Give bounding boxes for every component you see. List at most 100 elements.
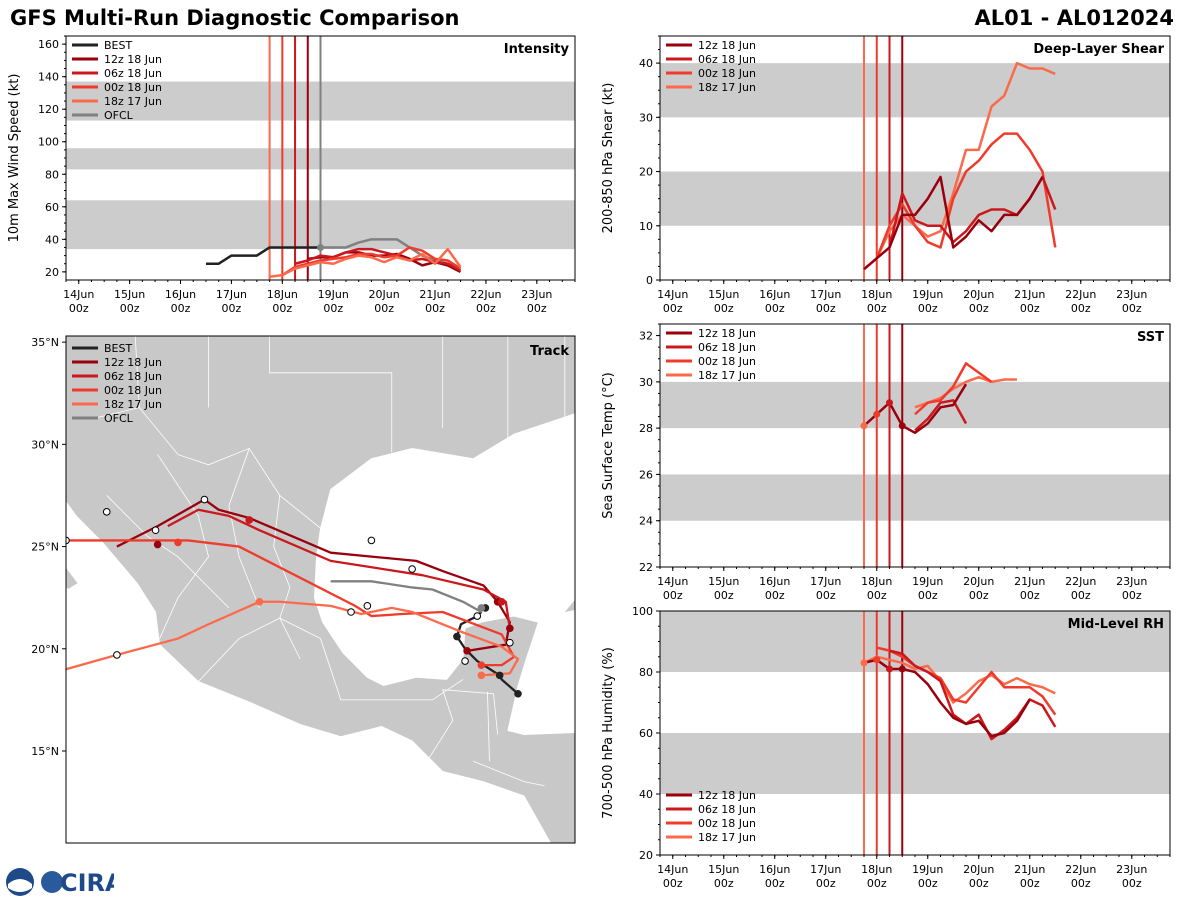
sst-ytick-label: 22 bbox=[639, 561, 653, 574]
track-r18z bbox=[66, 600, 520, 677]
track-lat-label: 35°N bbox=[31, 336, 59, 349]
intensity-ytick-label: 160 bbox=[38, 38, 59, 51]
shear-xtick-date: 15Jun bbox=[708, 288, 739, 301]
track-point-best bbox=[473, 612, 482, 620]
sst-series-r06z bbox=[914, 399, 968, 432]
track-legend-label: 06z 18 Jun bbox=[104, 370, 162, 383]
cuba-tip bbox=[564, 599, 575, 612]
sst-xtick-hour: 00z bbox=[714, 589, 734, 602]
rh-init-marker bbox=[873, 656, 881, 664]
rh-series-r18z bbox=[863, 655, 1056, 704]
rh-xtick-date: 20Jun bbox=[963, 863, 994, 876]
intensity-xtick-date: 20Jun bbox=[369, 288, 400, 301]
rh-xtick-date: 15Jun bbox=[708, 863, 739, 876]
state-border bbox=[228, 448, 260, 609]
shear-legend-label: 00z 18 Jun bbox=[698, 67, 756, 80]
intensity-legend-label: 06z 18 Jun bbox=[104, 67, 162, 80]
sst-series-r12z bbox=[863, 383, 968, 435]
shear-ytick-label: 30 bbox=[639, 111, 653, 124]
track-point-r00z bbox=[363, 602, 372, 610]
rh-xtick-date: 19Jun bbox=[912, 863, 943, 876]
sst-init-marker bbox=[886, 399, 893, 407]
rh-xtick-date: 23Jun bbox=[1116, 863, 1147, 876]
track-map bbox=[66, 336, 575, 843]
shear-xtick-hour: 00z bbox=[969, 302, 989, 315]
shear-ylabel: 200-850 hPa Shear (kt) bbox=[601, 83, 616, 234]
sst-legend-label: 12z 18 Jun bbox=[698, 327, 756, 340]
sst-xtick-hour: 00z bbox=[918, 589, 938, 602]
intensity-xtick-date: 16Jun bbox=[165, 288, 196, 301]
intensity-ofcl-marker bbox=[317, 243, 324, 251]
shear-xtick-hour: 00z bbox=[1071, 302, 1091, 315]
storm-id: AL01 - AL012024 bbox=[974, 6, 1175, 30]
rh-legend-label: 00z 18 Jun bbox=[698, 817, 756, 830]
intensity-legend-label: BEST bbox=[104, 39, 132, 52]
track-legend-label: BEST bbox=[104, 342, 132, 355]
track-point-r12z bbox=[153, 540, 162, 549]
track-point-r00z bbox=[151, 526, 160, 535]
track-point-ofcl bbox=[477, 604, 486, 612]
track-lat-label: 20°N bbox=[31, 643, 59, 656]
rh-legend-label: 12z 18 Jun bbox=[698, 789, 756, 802]
track-point-r18z bbox=[113, 651, 121, 659]
rh-xtick-hour: 00z bbox=[918, 877, 938, 890]
track-legend-label: 12z 18 Jun bbox=[104, 356, 162, 369]
sst-legend-label: 00z 18 Jun bbox=[698, 355, 756, 368]
shear-xtick-date: 19Jun bbox=[912, 288, 943, 301]
sst-init-marker bbox=[860, 422, 868, 430]
track-point-r18z bbox=[255, 597, 264, 606]
rh-ytick-label: 20 bbox=[639, 849, 653, 862]
sst-xtick-hour: 00z bbox=[663, 589, 683, 602]
sst-title: SST bbox=[1137, 330, 1164, 345]
track-legend-label: 18z 17 Jun bbox=[104, 398, 162, 411]
intensity-xtick-date: 14Jun bbox=[63, 288, 94, 301]
shear-band bbox=[660, 171, 1170, 226]
shear-xtick-date: 16Jun bbox=[759, 288, 790, 301]
state-border bbox=[473, 760, 545, 787]
intensity-xtick-hour: 00z bbox=[527, 302, 547, 315]
intensity-legend-label: 18z 17 Jun bbox=[104, 95, 162, 108]
intensity-ytick-label: 140 bbox=[38, 71, 59, 84]
shear-xtick-date: 20Jun bbox=[963, 288, 994, 301]
sst-band bbox=[660, 381, 1170, 429]
rh-xtick-date: 16Jun bbox=[759, 863, 790, 876]
shear-legend-label: 12z 18 Jun bbox=[698, 39, 756, 52]
sst-init-marker bbox=[898, 422, 906, 430]
intensity-xtick-hour: 00z bbox=[476, 302, 496, 315]
sst-ytick-label: 24 bbox=[639, 515, 653, 528]
shear-band bbox=[660, 63, 1170, 118]
rh-init-marker bbox=[898, 665, 906, 673]
cira-logo: CIRA bbox=[4, 866, 124, 902]
track-legend-label: OFCL bbox=[104, 412, 134, 425]
intensity-legend-label: OFCL bbox=[104, 109, 134, 122]
rh-series-r00z bbox=[876, 646, 1057, 716]
sst-xtick-date: 14Jun bbox=[657, 575, 688, 588]
track-r06z bbox=[167, 508, 511, 629]
rh-init-marker bbox=[886, 665, 893, 673]
shear-ytick-label: 40 bbox=[639, 57, 653, 70]
rh-xtick-hour: 00z bbox=[1122, 877, 1142, 890]
track-point-r06z bbox=[497, 597, 506, 606]
sst-ytick-label: 28 bbox=[639, 422, 653, 435]
land-mass bbox=[66, 336, 575, 843]
intensity-xtick-hour: 00z bbox=[69, 302, 89, 315]
sst-xtick-date: 18Jun bbox=[861, 575, 892, 588]
shear-xtick-hour: 00z bbox=[1020, 302, 1040, 315]
intensity-xtick-date: 21Jun bbox=[419, 288, 450, 301]
baja-tip bbox=[66, 566, 79, 591]
rh-legend-label: 18z 17 Jun bbox=[698, 831, 756, 844]
track-point-r12z bbox=[463, 647, 471, 655]
shear-ytick-label: 20 bbox=[639, 166, 653, 179]
intensity-xtick-hour: 00z bbox=[323, 302, 343, 315]
sst-xtick-date: 15Jun bbox=[708, 575, 739, 588]
intensity-ytick-label: 40 bbox=[45, 233, 59, 246]
state-border bbox=[428, 689, 499, 760]
track-point-r00z bbox=[477, 661, 486, 669]
intensity-xtick-date: 22Jun bbox=[470, 288, 501, 301]
shear-series-r12z bbox=[863, 175, 1044, 271]
track-point-r18z bbox=[506, 638, 514, 647]
sst-ylabel: Sea Surface Temp (°C) bbox=[601, 372, 616, 519]
shear-title: Deep-Layer Shear bbox=[1033, 42, 1164, 57]
track-point-best bbox=[453, 632, 461, 641]
intensity-ytick-label: 120 bbox=[38, 103, 59, 116]
